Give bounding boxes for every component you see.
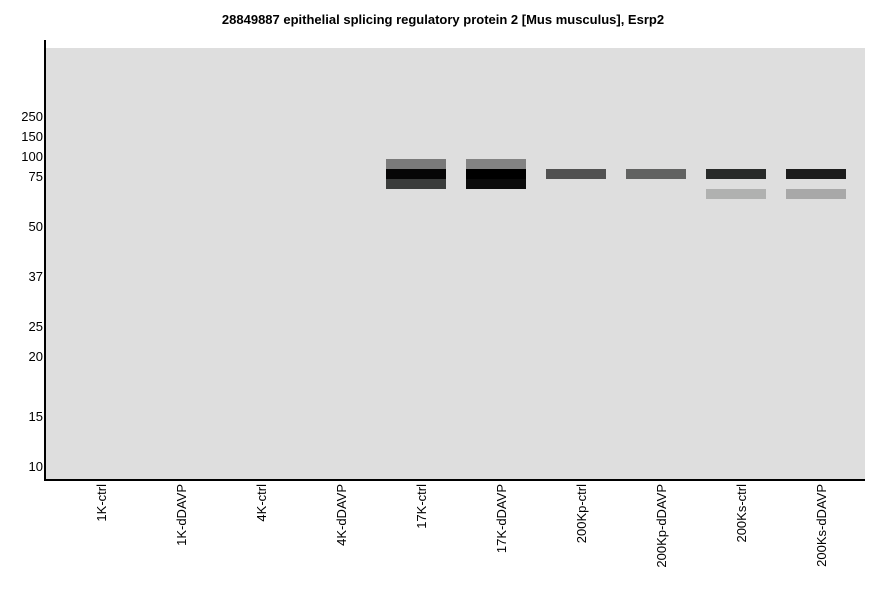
lane-label: 200Ks-dDAVP bbox=[814, 484, 829, 567]
band bbox=[706, 189, 766, 199]
band bbox=[386, 159, 446, 169]
chart-title: 28849887 epithelial splicing regulatory … bbox=[222, 12, 664, 27]
lane-label: 17K-ctrl bbox=[414, 484, 429, 529]
lane-label: 200Ks-ctrl bbox=[734, 484, 749, 543]
y-tick-label: 10 bbox=[29, 459, 43, 474]
band bbox=[466, 159, 526, 169]
y-tick-label: 250 bbox=[21, 109, 43, 124]
band bbox=[786, 189, 846, 199]
lane-label: 200Kp-dDAVP bbox=[654, 484, 669, 568]
y-tick-label: 20 bbox=[29, 349, 43, 364]
band bbox=[546, 169, 606, 179]
band bbox=[626, 169, 686, 179]
lane-label: 200Kp-ctrl bbox=[574, 484, 589, 543]
lane-label: 1K-ctrl bbox=[94, 484, 109, 522]
lane-label: 17K-dDAVP bbox=[494, 484, 509, 553]
y-tick-label: 75 bbox=[29, 169, 43, 184]
band bbox=[466, 169, 526, 179]
y-tick-label: 50 bbox=[29, 219, 43, 234]
band bbox=[386, 179, 446, 189]
band bbox=[706, 169, 766, 179]
y-tick-label: 37 bbox=[29, 269, 43, 284]
band bbox=[386, 169, 446, 179]
y-tick-label: 100 bbox=[21, 149, 43, 164]
y-tick-label: 150 bbox=[21, 129, 43, 144]
band bbox=[466, 179, 526, 189]
band bbox=[786, 169, 846, 179]
y-tick-label: 15 bbox=[29, 409, 43, 424]
lane-label: 4K-ctrl bbox=[254, 484, 269, 522]
y-tick-label: 25 bbox=[29, 319, 43, 334]
plot-area bbox=[46, 48, 865, 480]
lane-label: 4K-dDAVP bbox=[334, 484, 349, 546]
lane-label: 1K-dDAVP bbox=[174, 484, 189, 546]
